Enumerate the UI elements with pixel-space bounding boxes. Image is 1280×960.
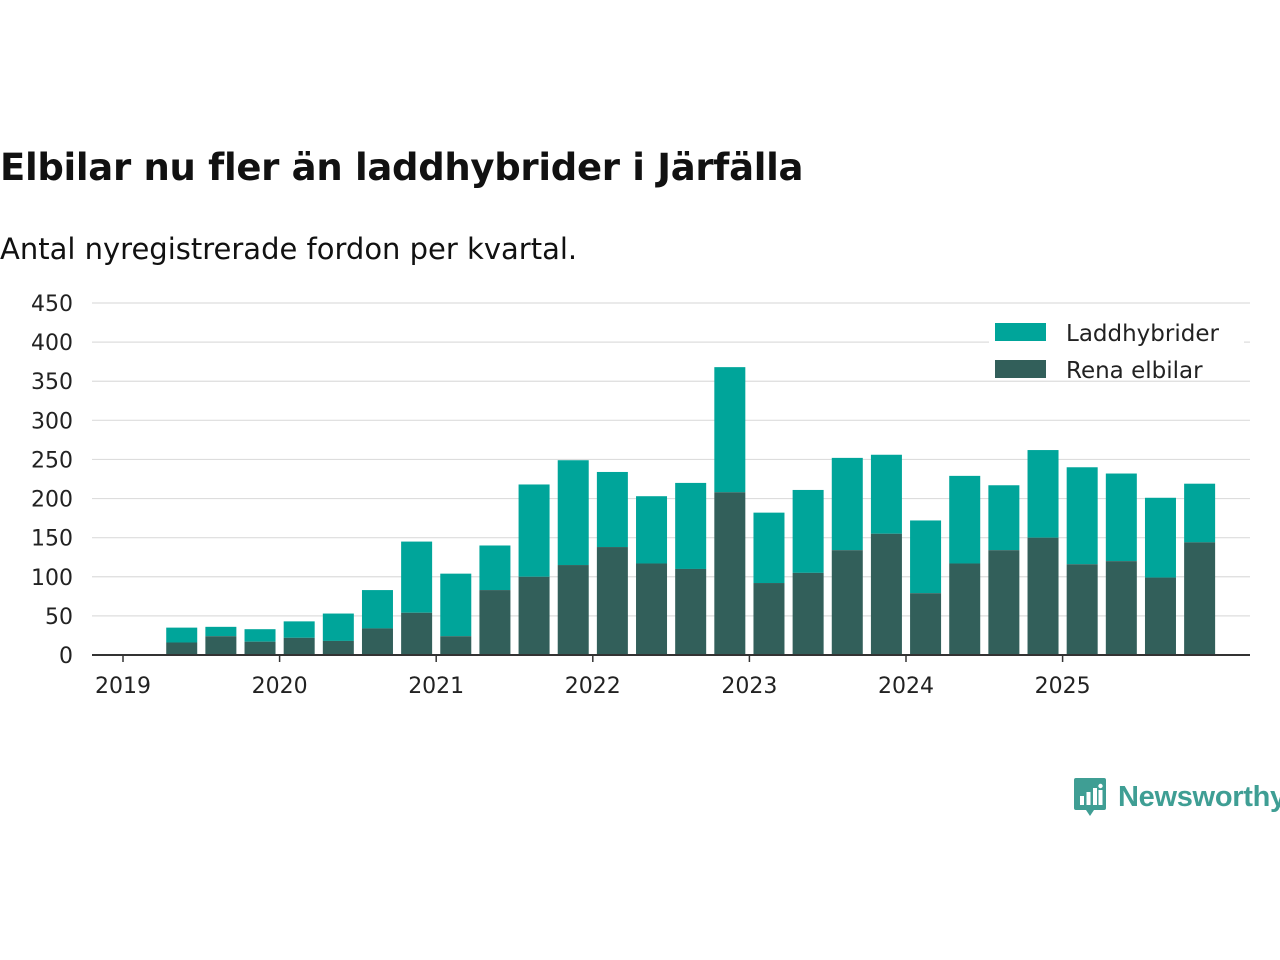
bar-rena-elbilar xyxy=(988,550,1020,655)
bar-rena-elbilar xyxy=(205,636,237,655)
y-tick-label: 300 xyxy=(31,409,73,434)
bar-laddhybrider xyxy=(1027,450,1059,538)
bar-laddhybrider xyxy=(753,512,785,584)
bar-rena-elbilar xyxy=(636,563,668,655)
bar-rena-elbilar xyxy=(440,636,472,655)
bar-laddhybrider xyxy=(675,482,707,569)
bar-rena-elbilar xyxy=(753,583,785,655)
y-tick-label: 450 xyxy=(31,292,73,317)
bar-laddhybrider xyxy=(205,626,237,637)
bar-rena-elbilar xyxy=(283,637,315,655)
x-tick-label: 2019 xyxy=(95,674,151,699)
y-tick-label: 400 xyxy=(31,331,73,356)
bar-laddhybrider xyxy=(910,520,942,594)
bar-laddhybrider xyxy=(283,621,315,638)
y-tick-label: 100 xyxy=(31,566,73,591)
bar-rena-elbilar xyxy=(949,563,981,655)
bar-rena-elbilar xyxy=(792,572,824,655)
x-tick-label: 2025 xyxy=(1035,674,1091,699)
legend-label-rena-elbilar: Rena elbilar xyxy=(1066,358,1203,384)
bar-rena-elbilar xyxy=(831,550,863,655)
x-tick-label: 2020 xyxy=(252,674,308,699)
bar-laddhybrider xyxy=(636,496,668,564)
bar-laddhybrider xyxy=(792,489,824,573)
bar-laddhybrider xyxy=(479,545,511,591)
newsworthy-logo-icon xyxy=(1074,778,1106,816)
y-tick-label: 150 xyxy=(31,527,73,552)
bar-rena-elbilar xyxy=(166,642,198,655)
bar-rena-elbilar xyxy=(714,492,746,655)
stacked-bar-chart: 0 50 100 150 200 250 300 350 400 450 2019 2020 2021 2… xyxy=(31,292,1250,699)
bar-laddhybrider xyxy=(1184,483,1216,543)
bar-rena-elbilar xyxy=(479,590,511,655)
bar-laddhybrider xyxy=(322,613,354,641)
bar-laddhybrider xyxy=(361,590,393,629)
bar-laddhybrider xyxy=(831,457,863,551)
bar-laddhybrider xyxy=(870,454,902,534)
x-tick-label: 2022 xyxy=(565,674,621,699)
legend-background xyxy=(989,360,1244,380)
bar-rena-elbilar xyxy=(1184,542,1216,655)
bar-rena-elbilar xyxy=(910,593,942,655)
y-tick-label: 0 xyxy=(59,644,73,669)
bar-rena-elbilar xyxy=(1027,537,1059,655)
bar-laddhybrider xyxy=(166,627,198,643)
bar-rena-elbilar xyxy=(1105,561,1137,655)
x-tick-label: 2023 xyxy=(721,674,777,699)
y-tick-label: 200 xyxy=(31,488,73,513)
legend-swatch-rena-elbilar xyxy=(995,360,1046,378)
legend-label-laddhybrider: Laddhybrider xyxy=(1066,321,1219,347)
bar-laddhybrider xyxy=(518,484,550,577)
bar-rena-elbilar xyxy=(870,533,902,655)
bar-laddhybrider xyxy=(988,485,1020,551)
bar-laddhybrider xyxy=(440,573,472,637)
bar-rena-elbilar xyxy=(322,640,354,655)
legend-background xyxy=(989,323,1244,343)
y-tick-label: 350 xyxy=(31,370,73,395)
y-tick-label: 50 xyxy=(45,605,73,630)
bar-rena-elbilar xyxy=(401,612,433,655)
bar-rena-elbilar xyxy=(557,565,589,655)
chart-subtitle: Antal nyregistrerade fordon per kvartal. xyxy=(0,232,578,266)
bar-rena-elbilar xyxy=(361,628,393,655)
brand-logo[interactable]: Newsworthy xyxy=(1072,776,1280,818)
bar-laddhybrider xyxy=(401,541,433,613)
bar-rena-elbilar xyxy=(596,547,628,655)
chart-title: Elbilar nu fler än laddhybrider i Järfäl… xyxy=(0,146,804,189)
bar-rena-elbilar xyxy=(1144,577,1176,655)
x-tick-label: 2024 xyxy=(878,674,934,699)
bar-laddhybrider xyxy=(1144,497,1176,578)
bar-laddhybrider xyxy=(949,475,981,564)
bar-laddhybrider xyxy=(714,367,746,493)
y-tick-label: 250 xyxy=(31,448,73,473)
bar-laddhybrider xyxy=(557,460,589,566)
bar-laddhybrider xyxy=(244,629,276,642)
bar-rena-elbilar xyxy=(244,641,276,655)
bar-laddhybrider xyxy=(1105,473,1137,562)
bar-rena-elbilar xyxy=(518,576,550,655)
x-tick-label: 2021 xyxy=(408,674,464,699)
bar-laddhybrider xyxy=(1066,467,1098,565)
legend-swatch-laddhybrider xyxy=(995,323,1046,341)
bar-rena-elbilar xyxy=(1066,564,1098,655)
brand-name: Newsworthy xyxy=(1118,780,1280,813)
bar-rena-elbilar xyxy=(675,568,707,655)
bar-laddhybrider xyxy=(596,471,628,548)
